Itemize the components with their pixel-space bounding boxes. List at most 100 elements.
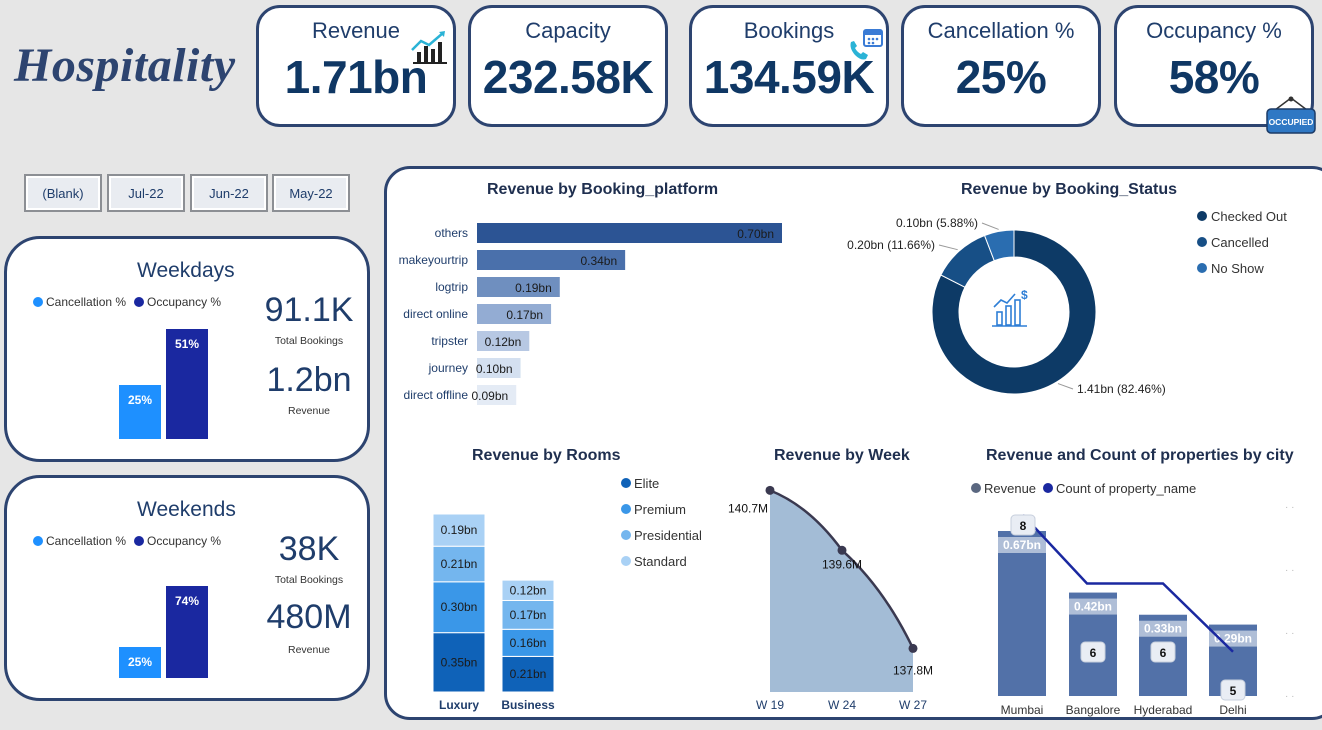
rooms-stack-segment xyxy=(432,513,486,547)
status-legend-label: Checked Out xyxy=(1211,209,1287,224)
rooms-stack-segment xyxy=(501,599,555,630)
rooms-data-label: 0.12bn xyxy=(510,583,547,597)
platform-category-label: makeyourtrip xyxy=(399,253,469,267)
status-chart-title: Revenue by Booking_Status xyxy=(961,181,1178,198)
kpi-revenue-card: Revenue 1.71bn xyxy=(256,5,456,127)
city-legend-dot xyxy=(1043,483,1053,493)
rooms-data-label: 0.35bn xyxy=(441,655,478,669)
kpi-occupancy-label: Occupancy % xyxy=(1146,18,1282,43)
weekdays-total-bookings: 91.1K xyxy=(264,291,354,329)
status-leader-line xyxy=(1057,383,1074,390)
phone-calendar-icon xyxy=(850,29,883,60)
city-count-label: 6 xyxy=(1090,646,1097,660)
city-label-bg xyxy=(1209,630,1257,647)
platform-data-label: 0.17bn xyxy=(506,308,543,322)
slicer-blank[interactable]: (Blank) xyxy=(24,174,102,212)
weekends-revenue-label: Revenue xyxy=(287,644,331,656)
city-category-label: Hyderabad xyxy=(1134,703,1193,717)
platform-bar xyxy=(477,385,517,405)
kpi-capacity-label: Capacity xyxy=(525,18,611,43)
platform-bar xyxy=(477,223,782,243)
weekends-total-bookings-label: Total Bookings xyxy=(274,574,344,586)
rooms-legend-dot xyxy=(621,504,631,514)
city-label-bg xyxy=(998,537,1046,553)
status-slice xyxy=(983,229,1015,262)
rooms-legend-label: Standard xyxy=(634,554,687,569)
dollar-glyph: $ xyxy=(1021,288,1028,302)
rooms-legend-dot xyxy=(621,556,631,566)
rooms-category-label: Business xyxy=(501,698,555,712)
city-count-label: 5 xyxy=(1230,684,1237,698)
city-revenue-label: 0.42bn xyxy=(1074,600,1112,614)
week-point xyxy=(837,545,847,555)
platform-bar xyxy=(477,358,521,378)
status-leader-line xyxy=(938,244,958,251)
rooms-stack-segment xyxy=(432,581,486,634)
week-point xyxy=(765,485,775,495)
city-count-badge xyxy=(1220,679,1246,701)
city-label-bg xyxy=(1139,620,1187,637)
rooms-data-label: 0.19bn xyxy=(441,523,478,537)
week-point xyxy=(908,643,918,653)
platform-bar-chart: others 0.70bn makeyourtrip 0.34bn logtrip 0.1… xyxy=(399,223,782,405)
week-chart-title: Revenue by Week xyxy=(774,447,910,464)
weekdays-cancellation-bar: 25% xyxy=(119,385,161,439)
platform-data-label: 0.12bn xyxy=(485,335,522,349)
rooms-legend-dot xyxy=(621,478,631,488)
weekends-title: Weekends xyxy=(137,498,236,521)
brand-title: Hospitality xyxy=(14,39,236,92)
city-count-label: 8 xyxy=(1020,519,1027,533)
city-axis-dots: · · xyxy=(1285,502,1294,513)
week-data-label: 137.8M xyxy=(893,663,933,677)
status-legend-label: Cancelled xyxy=(1211,235,1269,250)
weekends-revenue: 480M xyxy=(266,598,352,636)
city-category-label: Mumbai xyxy=(1001,703,1044,717)
kpi-bookings-card: Bookings 134.59K xyxy=(689,5,889,127)
city-category-label: Bangalore xyxy=(1066,703,1121,717)
rooms-chart-title: Revenue by Rooms xyxy=(472,447,621,464)
weekends-occupancy-bar: 74% xyxy=(166,586,208,678)
city-legend-dot xyxy=(971,483,981,493)
charts-canvas: others 0.70bn makeyourtrip 0.34bn logtrip 0.1… xyxy=(399,209,1295,717)
rooms-category-label: Luxury xyxy=(439,698,479,712)
platform-bar xyxy=(477,277,560,297)
week-data-label: 140.7M xyxy=(728,501,768,515)
platform-data-label: 0.70bn xyxy=(737,227,774,241)
weekends-total-bookings: 38K xyxy=(278,530,340,568)
slicer-jul-22[interactable]: Jul-22 xyxy=(107,174,185,212)
legend-item-cancellation: Cancellation % xyxy=(33,534,126,548)
city-axis-dots: · · xyxy=(1285,691,1294,702)
platform-bar xyxy=(477,304,552,324)
weekdays-card: Weekdays Cancellation % Occupancy % 25% … xyxy=(4,236,370,462)
city-category-label: Delhi xyxy=(1219,703,1246,717)
city-revenue-bar xyxy=(998,531,1046,696)
platform-bar xyxy=(477,250,626,270)
weekdays-total-bookings-label: Total Bookings xyxy=(274,335,344,347)
rooms-stack-segment xyxy=(432,632,486,693)
legend-item-occupancy: Occupancy % xyxy=(134,295,221,309)
revenue-chart-icon: $ xyxy=(992,288,1028,327)
city-legend-label: Revenue xyxy=(984,481,1036,496)
status-data-label: 0.10bn (5.88%) xyxy=(896,216,978,230)
weekends-legend: Cancellation % Occupancy % xyxy=(33,534,221,548)
kpi-cancellation-value: 25% xyxy=(955,51,1047,103)
slicer-may-22[interactable]: May-22 xyxy=(272,174,350,212)
platform-data-label: 0.34bn xyxy=(580,254,617,268)
week-x-tick: W 24 xyxy=(828,698,856,712)
city-count-line xyxy=(1022,514,1234,653)
week-x-tick: W 19 xyxy=(756,698,784,712)
weekends-card: Weekends Cancellation % Occupancy % 25% … xyxy=(4,475,370,701)
slicer-jun-22[interactable]: Jun-22 xyxy=(190,174,268,212)
weekdays-legend: Cancellation % Occupancy % xyxy=(33,295,221,309)
legend-item-cancellation: Cancellation % xyxy=(33,295,126,309)
kpi-occupancy-value: 58% xyxy=(1168,51,1260,103)
rooms-data-label: 0.17bn xyxy=(510,608,547,622)
rooms-legend-label: Elite xyxy=(634,476,659,491)
city-label-bg xyxy=(1069,598,1117,615)
status-legend-dot xyxy=(1197,263,1207,273)
rooms-stacked-chart: 0.35bn 0.30bn 0.21bn 0.19bn Luxury 0.21bn 0.16… xyxy=(432,476,702,712)
status-donut-chart: 1.41bn (82.46%) 0.20bn (11.66%) 0.10bn (5.… xyxy=(847,209,1287,396)
rooms-legend-label: Premium xyxy=(634,502,686,517)
kpi-occupancy-card: Occupancy % 58% OCCUPIED xyxy=(1114,5,1316,134)
city-axis-dots: · · xyxy=(1285,628,1294,639)
